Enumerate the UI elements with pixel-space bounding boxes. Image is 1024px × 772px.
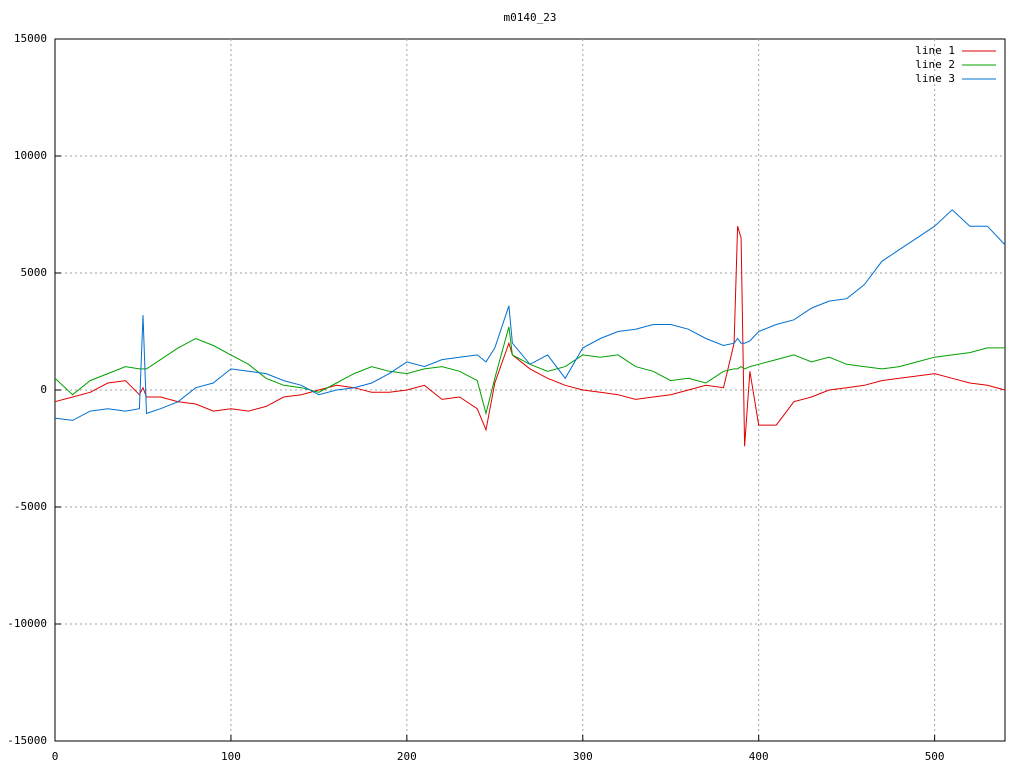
x-tick-label: 500 [925, 750, 945, 763]
legend-label: line 1 [915, 44, 955, 57]
data-line [54, 209, 1006, 421]
y-tick-label: 15000 [14, 32, 47, 45]
x-tick-label: 200 [397, 750, 417, 763]
legend-label: line 3 [915, 72, 955, 85]
y-tick-label: -10000 [7, 617, 47, 630]
x-tick-label: 0 [52, 750, 59, 763]
data-line [54, 226, 1006, 447]
x-tick-label: 300 [573, 750, 593, 763]
y-tick-label: -15000 [7, 734, 47, 747]
y-tick-label: 10000 [14, 149, 47, 162]
x-tick-label: 100 [221, 750, 241, 763]
chart-title: m0140_23 [504, 11, 557, 24]
data-line [54, 326, 1005, 416]
y-tick-label: 0 [40, 383, 47, 396]
y-tick-label: 5000 [21, 266, 48, 279]
legend-label: line 2 [915, 58, 955, 71]
y-tick-label: -5000 [14, 500, 47, 513]
x-tick-label: 400 [749, 750, 769, 763]
